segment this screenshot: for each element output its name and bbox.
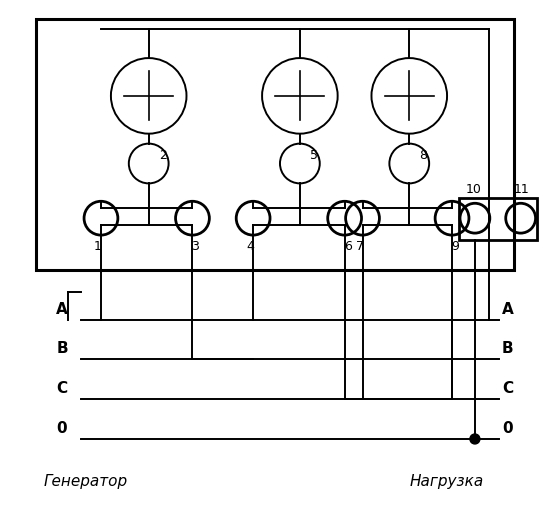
Text: 3: 3: [192, 240, 199, 253]
Text: 5: 5: [310, 149, 318, 162]
Bar: [459, 198, 537, 240]
Text: C: C: [56, 381, 67, 396]
Text: B: B: [502, 341, 513, 356]
Circle shape: [470, 434, 480, 444]
Text: 10: 10: [466, 184, 482, 196]
Text: A: A: [56, 302, 68, 317]
Text: 2: 2: [158, 149, 167, 162]
Text: B: B: [56, 341, 68, 356]
Text: 8: 8: [419, 149, 427, 162]
Text: 1: 1: [94, 240, 102, 253]
Bar: [36, 19, 514, 270]
Text: 0: 0: [502, 421, 512, 436]
Text: 4: 4: [246, 240, 254, 253]
Text: A: A: [502, 302, 513, 317]
Text: C: C: [502, 381, 513, 396]
Text: Генератор: Генератор: [43, 474, 128, 489]
Text: 11: 11: [514, 184, 529, 196]
Text: 9: 9: [451, 240, 459, 253]
Text: 6: 6: [344, 240, 352, 253]
Text: 0: 0: [56, 421, 67, 436]
Text: Нагрузка: Нагрузка: [409, 474, 484, 489]
Text: 7: 7: [355, 240, 364, 253]
